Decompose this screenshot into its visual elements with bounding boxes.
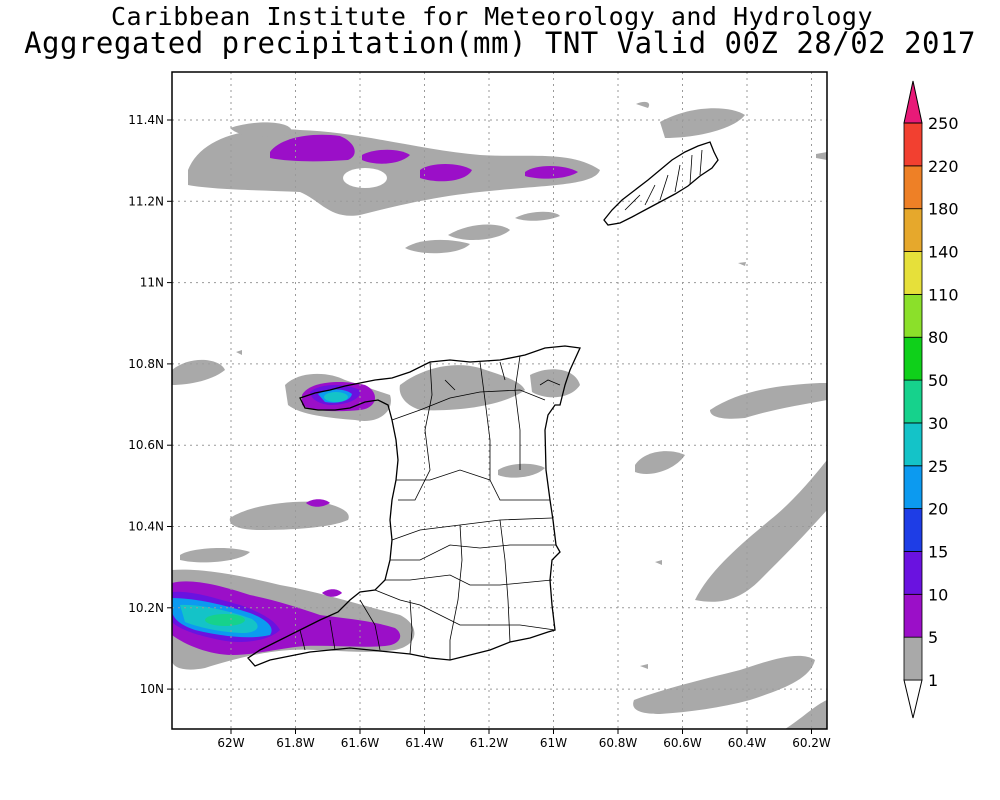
- colorbar-swatch: [903, 593, 923, 638]
- x-tick-label: 61.2W: [470, 736, 509, 750]
- colorbar-swatch: [903, 122, 923, 167]
- graticule: [172, 72, 827, 729]
- x-tick-label: 60.2W: [792, 736, 831, 750]
- map-title-line1: Caribbean Institute for Meteorology and …: [110, 2, 873, 31]
- colorbar-label: 80: [928, 328, 948, 347]
- colorbar-label: 25: [928, 457, 948, 476]
- colorbar-label: 20: [928, 500, 948, 519]
- colorbar-label: 250: [928, 114, 959, 133]
- x-tick-label: 60.8W: [599, 736, 638, 750]
- colorbar-swatch: [903, 379, 923, 424]
- colorbar-lower-triangle: [903, 679, 923, 719]
- colorbar-swatch: [903, 636, 923, 681]
- y-tick-label: 10.4N: [128, 520, 164, 534]
- x-tick-label: 61.6W: [341, 736, 380, 750]
- colorbar-label: 10: [928, 585, 948, 604]
- colorbar-label: 140: [928, 243, 959, 262]
- colorbar-swatch: [903, 165, 923, 210]
- tobago-island: [603, 141, 719, 226]
- map-frame: [171, 71, 828, 730]
- map-axes: 62W 61.8W 61.6W 61.4W 61.2W 61W 60.8W 60.6W 60.4…: [128, 113, 831, 750]
- colorbar-swatch: [903, 465, 923, 510]
- x-tick-label: 60.4W: [728, 736, 767, 750]
- precip-band-30-50: [205, 614, 245, 626]
- y-tick-label: 10.2N: [128, 601, 164, 615]
- x-tick-label: 61.4W: [405, 736, 444, 750]
- trinidad-island: [247, 345, 581, 667]
- map-title-line2: Aggregated precipitation(mm) TNT Valid 0…: [24, 26, 976, 60]
- y-tick-label: 11.2N: [128, 194, 164, 208]
- y-tick-label: 11N: [140, 276, 164, 290]
- colorbar-swatch: [903, 251, 923, 295]
- y-tick-label: 11.4N: [128, 113, 164, 127]
- x-tick-label: 60.6W: [663, 736, 702, 750]
- colorbar-label: 110: [928, 285, 959, 304]
- colorbar-label: 220: [928, 157, 959, 176]
- colorbar-label: 1: [928, 671, 938, 690]
- colorbar-swatch: [903, 422, 923, 467]
- tobago-coastline: [603, 141, 719, 226]
- colorbar-swatch: [903, 336, 923, 381]
- colorbar-label: 15: [928, 542, 948, 561]
- colorbar-swatch: [903, 551, 923, 595]
- colorbar-swatch: [903, 508, 923, 552]
- colorbar-upper-triangle: [903, 80, 923, 124]
- y-tick-label: 10.8N: [128, 357, 164, 371]
- x-tick-label: 61.8W: [276, 736, 315, 750]
- colorbar-label: 50: [928, 371, 948, 390]
- colorbar-label: 180: [928, 200, 959, 219]
- x-tick-label: 62W: [217, 736, 244, 750]
- colorbar-swatch: [903, 293, 923, 338]
- colorbar-label: 5: [928, 628, 938, 647]
- county-boundaries: [299, 355, 561, 660]
- colorbar-label: 30: [928, 414, 948, 433]
- colorbar-swatch: [903, 208, 923, 252]
- tobago-parish-boundaries: [624, 149, 703, 211]
- trinidad-coastline: [247, 345, 581, 667]
- x-tick-label: 61W: [540, 736, 567, 750]
- y-tick-label: 10.6N: [128, 438, 164, 452]
- y-tick-label: 10N: [140, 682, 164, 696]
